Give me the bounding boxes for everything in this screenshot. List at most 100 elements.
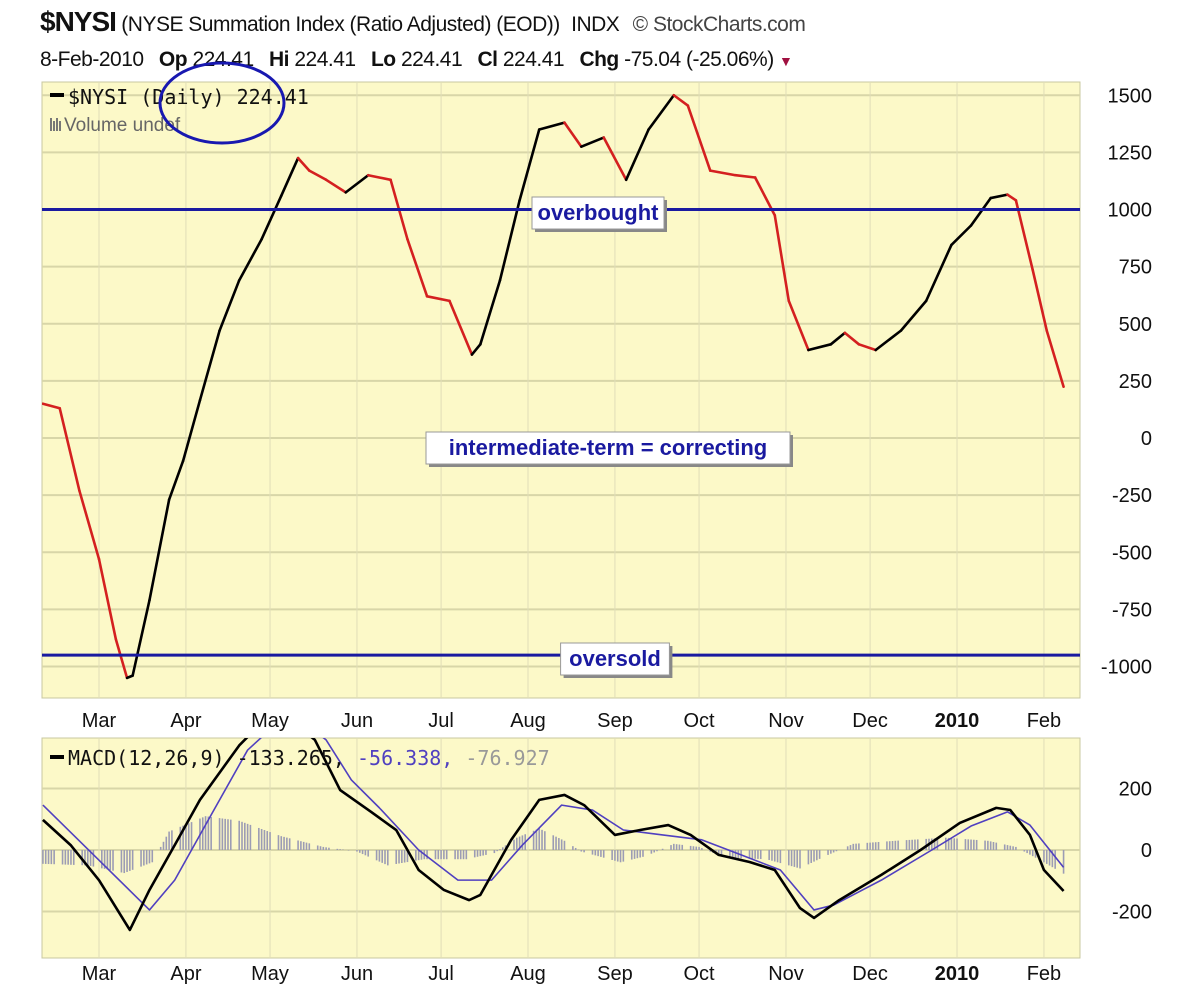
x-tick-label: May — [251, 963, 289, 985]
x-tick-label: Dec — [852, 963, 888, 985]
nysi-segment — [58, 406, 81, 492]
series-nysi — [42, 93, 1065, 680]
nysi-segment — [279, 156, 300, 198]
nysi-segment — [950, 224, 973, 247]
y-tick-label: 750 — [1119, 257, 1152, 279]
nysi-segment — [296, 156, 311, 172]
nysi-segment — [672, 93, 690, 107]
nysi-segment — [406, 237, 429, 298]
volume-bar-icon — [59, 121, 61, 131]
nysi-segment — [807, 343, 833, 352]
y-tick-label: -500 — [1112, 542, 1152, 564]
nysi-segment — [829, 331, 847, 346]
x-tick-label: Nov — [768, 710, 804, 732]
x-tick-label: Aug — [510, 963, 546, 985]
y-tick-label: 500 — [1119, 314, 1152, 336]
nysi-segment — [989, 193, 1009, 200]
low-value: 224.41 — [400, 48, 463, 71]
x-tick-label: Jun — [341, 963, 373, 985]
x-tick-label: Aug — [510, 710, 546, 732]
nysi-segment — [1031, 268, 1049, 332]
exchange: INDX — [571, 13, 620, 36]
x-tick-label: Jul — [428, 710, 454, 732]
nysi-segment — [97, 557, 118, 641]
nysi-segment — [448, 299, 474, 356]
nysi-segment — [563, 121, 583, 148]
x-tick-label: Jun — [341, 710, 373, 732]
plot-area — [41, 81, 1081, 699]
nysi-segment — [857, 343, 878, 352]
quote-date: 8-Feb-2010 — [40, 48, 144, 71]
nysi-segment — [42, 402, 62, 410]
change-value: -75.04 (-25.06%) — [624, 48, 774, 71]
annotation-label: intermediate-term = correcting — [449, 435, 767, 460]
legend-line-icon — [50, 755, 64, 759]
x-tick-label: Apr — [170, 963, 201, 985]
circle-annotation — [158, 61, 286, 145]
y-tick-label: 250 — [1119, 371, 1152, 393]
signal-legend-value: -56.338, — [357, 746, 465, 770]
annotation-label-box — [425, 431, 791, 465]
nysi-segment — [218, 279, 241, 332]
x-tick-label: 2010 — [935, 963, 980, 985]
nysi-segment — [579, 136, 606, 148]
x-tick-label: May — [251, 710, 289, 732]
nysi-segment — [344, 173, 370, 194]
x-tick-label: Apr — [170, 710, 201, 732]
change-label: Chg — [579, 48, 619, 71]
nysi-segment — [307, 169, 328, 182]
overbought-label-box — [531, 196, 665, 230]
nysi-segment — [114, 637, 129, 680]
chart-title: $NYSI (NYSE Summation Index (Ratio Adjus… — [40, 6, 806, 38]
nysi-segment — [198, 329, 221, 402]
series-histogram — [42, 816, 1065, 874]
close-label: Cl — [477, 48, 499, 71]
y-tick-label: -1000 — [1101, 657, 1152, 679]
volume-bar-icon — [50, 118, 52, 131]
x-tick-label: Sep — [597, 963, 633, 985]
y-tick-label: -750 — [1112, 599, 1152, 621]
x-tick-label: Jul — [428, 963, 454, 985]
y-tick-label: -250 — [1112, 485, 1152, 507]
nysi-segment — [787, 299, 810, 352]
y-tick-label: 200 — [1119, 779, 1152, 801]
nysi-segment — [734, 173, 757, 179]
x-tick-label: Feb — [1027, 710, 1061, 732]
nysi-segment — [78, 489, 101, 561]
y-tick-label: 1500 — [1108, 85, 1153, 107]
legend-line-icon — [50, 93, 64, 97]
high-value: 224.41 — [294, 48, 356, 71]
macd-panel: 200 0 -200 Mar Apr May Jun Jul Aug Sep Oct Nov Dec 20… — [41, 737, 1152, 985]
nysi-segment — [537, 121, 566, 131]
nysi-segment — [624, 128, 650, 182]
nysi-segment — [366, 173, 392, 182]
nysi-segment — [874, 329, 903, 352]
oversold-label-box — [560, 642, 670, 676]
nysi-segment — [686, 104, 712, 172]
y-tick-label: -200 — [1112, 902, 1152, 924]
macd-legend: MACD(12,26,9) -133.265, -56.338, -76.927 — [68, 746, 550, 770]
nysi-segment — [237, 237, 263, 282]
price-panel: 1500 1250 1000 750 500 250 0 -250 -500 -750 -1000 M… — [41, 61, 1153, 732]
x-tick-label: 2010 — [935, 710, 980, 732]
nysi-segment — [1006, 193, 1018, 202]
nysi-segment — [425, 295, 451, 303]
series-lines — [42, 738, 1065, 932]
x-tick-label: Mar — [82, 963, 117, 985]
nysi-segment — [498, 199, 521, 282]
nysi-segment — [167, 459, 185, 501]
macd-legend-value: -133.265, — [237, 746, 357, 770]
x-tick-label: Nov — [768, 963, 804, 985]
overbought-label: overbought — [538, 200, 660, 225]
close-value: 224.41 — [502, 48, 565, 71]
open-label: Op — [158, 48, 188, 71]
nysi-segment — [969, 196, 992, 227]
x-tick-label: Feb — [1027, 963, 1061, 985]
legend-series: $NYSI (Daily) 224.41 — [68, 85, 309, 109]
volume-bar-icon — [53, 121, 55, 131]
macd-legend-name: MACD(12,26,9) — [68, 746, 237, 770]
low-label: Lo — [370, 48, 396, 71]
nysi-segment — [843, 331, 861, 346]
nysi-segment — [260, 194, 283, 241]
